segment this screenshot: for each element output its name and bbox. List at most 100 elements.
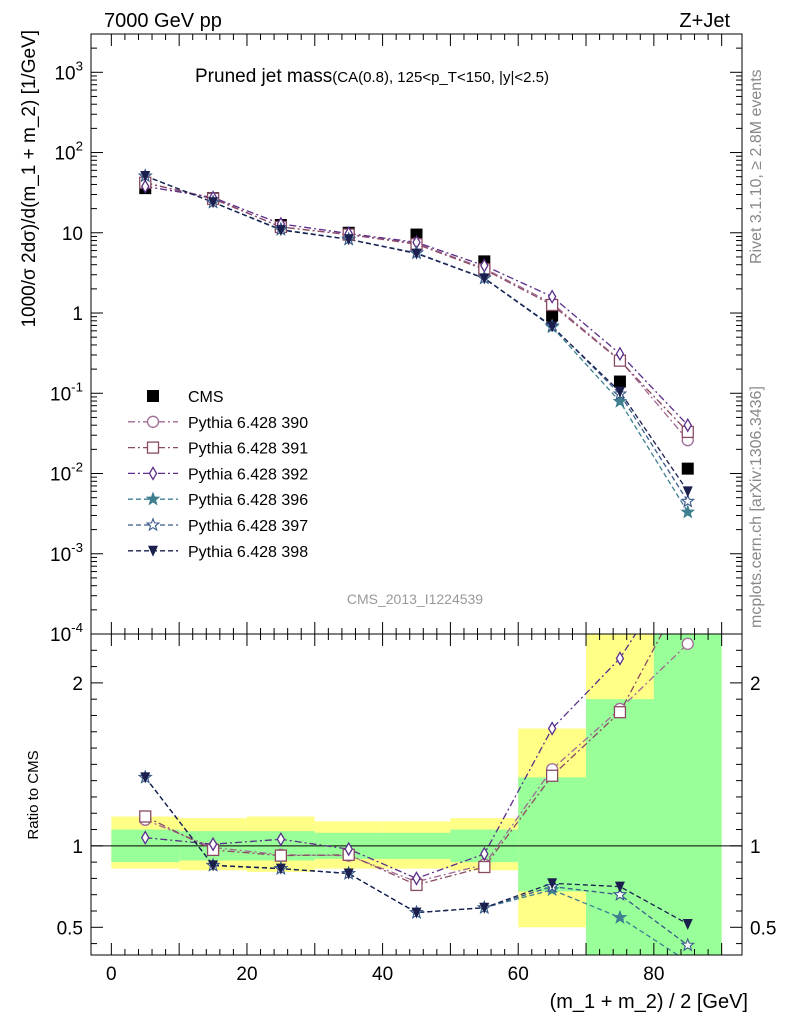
main-point-cms <box>613 375 626 388</box>
ratio-y-tick-label-right: 1 <box>750 837 761 858</box>
main-point-pythia-6-428-398 <box>614 386 625 398</box>
ratio-point-pythia-6-428-392 <box>276 832 286 847</box>
main-point-pythia-6-428-396 <box>612 393 628 408</box>
ratio-point-pythia-6-428-391 <box>274 849 288 862</box>
main-y-tick-label: 10-2 <box>50 460 83 486</box>
ratio-point-pythia-6-428-392 <box>412 871 421 886</box>
x-tick-label: 80 <box>643 964 664 985</box>
main-line-pythia-6-428-396 <box>145 175 689 513</box>
main-point-pythia-6-428-392 <box>140 179 150 194</box>
ratio-y-axis-label: Ratio to CMS <box>25 750 42 839</box>
main-line-pythia-6-428-390 <box>145 182 689 441</box>
main-point-pythia-6-428-398 <box>275 225 286 237</box>
main-point-pythia-6-428-397 <box>680 493 696 508</box>
ratio-point-pythia-6-428-392 <box>344 841 353 857</box>
ratio-point-pythia-6-428-392 <box>615 651 625 666</box>
tick-exponent: -1 <box>71 379 83 394</box>
ratio-point-pythia-6-428-398 <box>479 902 490 914</box>
main-point-cms <box>410 228 423 241</box>
ratio-point-pythia-6-428-392 <box>480 846 489 862</box>
ratio-point-pythia-6-428-392 <box>208 836 218 852</box>
ratio-point-pythia-6-428-398 <box>343 868 354 880</box>
main-y-axis-label: 1000/σ 2dσ)/d(m_1 + m_2) [1/GeV] <box>19 30 40 328</box>
ratio-point-pythia-6-428-398 <box>275 863 286 875</box>
ratio-y-tick-label-right: 0.5 <box>750 918 776 939</box>
main-y-tick-label: 10-3 <box>50 540 83 566</box>
ratio-point-pythia-6-428-398 <box>614 881 625 893</box>
ratio-series-markers <box>137 547 696 955</box>
main-y-tick-label: 1 <box>72 304 83 325</box>
title-text: Pruned jet mass <box>195 66 332 87</box>
main-point-pythia-6-428-398 <box>547 321 558 333</box>
main-line-pythia-6-428-391 <box>145 182 689 433</box>
main-point-pythia-6-428-398 <box>343 234 354 246</box>
main-point-pythia-6-428-392 <box>683 417 693 433</box>
main-line-pythia-6-428-392 <box>145 185 689 426</box>
main-point-pythia-6-428-398 <box>140 170 151 182</box>
main-y-tick-label: 10 <box>62 224 83 245</box>
inner-band-bin <box>518 777 587 892</box>
x-tick-label: 0 <box>106 964 117 985</box>
ratio-point-pythia-6-428-398 <box>547 878 558 890</box>
legend-label-pythia-6-428-391: Pythia 6.428 391 <box>188 441 308 458</box>
ratio-point-pythia-6-428-391 <box>545 769 559 782</box>
ratio-point-pythia-6-428-392 <box>547 721 557 736</box>
tick-exponent: -2 <box>71 460 83 475</box>
ratio-point-pythia-6-428-392 <box>684 547 691 559</box>
ratio-uncertainty-bands <box>91 634 742 955</box>
ratio-point-pythia-6-428-397 <box>680 937 696 952</box>
ratio-point-pythia-6-428-396 <box>612 909 628 924</box>
main-point-pythia-6-428-398 <box>411 248 422 260</box>
legend-marker-pythia-6-428-396 <box>145 491 161 506</box>
main-title: Pruned jet mass(CA(0.8), 125<p_T<150, |y… <box>195 66 549 87</box>
main-point-pythia-6-428-392 <box>547 289 557 304</box>
ratio-line-pythia-6-428-396 <box>144 777 679 955</box>
ratio-y-tick-label: 0.5 <box>57 918 83 939</box>
legend-label-pythia-6-428-396: Pythia 6.428 396 <box>188 492 308 509</box>
ratio-line-pythia-6-428-392 <box>145 634 637 880</box>
legend-label-pythia-6-428-397: Pythia 6.428 397 <box>188 518 308 535</box>
x-tick-label: 60 <box>508 964 529 985</box>
ratio-point-pythia-6-428-398 <box>411 907 422 919</box>
main-point-cms <box>546 309 559 322</box>
tick-exponent: 3 <box>76 58 83 73</box>
main-point-cms <box>681 462 694 475</box>
x-axis-label: (m_1 + m_2) / 2 [GeV] <box>550 991 748 1013</box>
legend-label-pythia-6-428-390: Pythia 6.428 390 <box>188 415 308 432</box>
main-point-pythia-6-428-392 <box>615 346 625 362</box>
tick-exponent: -3 <box>71 540 83 555</box>
rivet-label: Rivet 3.1.10, ≥ 2.8M events <box>748 69 765 264</box>
source-label: mcplots.cern.ch [arXiv:1306.3436] <box>748 386 765 628</box>
ratio-y-tick-label: 2 <box>72 674 83 695</box>
ratio-y-tick-label-right: 2 <box>750 674 761 695</box>
inner-band-bin <box>653 634 722 955</box>
analysis-watermark: CMS_2013_I1224539 <box>347 591 483 607</box>
main-point-pythia-6-428-398 <box>208 197 219 209</box>
legend-marker-pythia-6-428-391 <box>146 441 160 454</box>
tick-exponent: -4 <box>71 620 83 635</box>
main-y-tick-label: 103 <box>54 58 83 84</box>
legend-label-pythia-6-428-398: Pythia 6.428 398 <box>188 544 308 561</box>
legend-label-cms: CMS <box>188 389 224 406</box>
ratio-point-pythia-6-428-398 <box>682 919 693 931</box>
axes-frames <box>90 33 743 956</box>
legend-marker-pythia-6-428-392 <box>148 466 158 481</box>
main-point-pythia-6-428-396 <box>680 504 696 519</box>
ratio-point-pythia-6-428-392 <box>140 830 150 845</box>
ratio-plot-frame <box>90 633 743 956</box>
ratio-point-pythia-6-428-396 <box>687 953 689 955</box>
header-left-label: 7000 GeV pp <box>104 10 222 32</box>
main-point-pythia-6-428-398 <box>682 486 693 498</box>
ratio-point-pythia-6-428-391 <box>478 860 491 874</box>
ratio-point-pythia-6-428-391 <box>682 580 693 591</box>
ratio-point-pythia-6-428-398 <box>208 860 219 872</box>
legend-marker-pythia-6-428-397 <box>145 517 161 532</box>
tick-exponent: 2 <box>76 139 83 154</box>
ratio-y-tick-label: 1 <box>72 837 83 858</box>
main-y-tick-label: 102 <box>54 139 83 165</box>
main-y-tick-label: 10-1 <box>50 379 83 405</box>
main-point-pythia-6-428-398 <box>479 273 490 285</box>
ratio-point-pythia-6-428-391 <box>613 706 627 719</box>
ratio-point-pythia-6-428-397 <box>612 886 628 902</box>
